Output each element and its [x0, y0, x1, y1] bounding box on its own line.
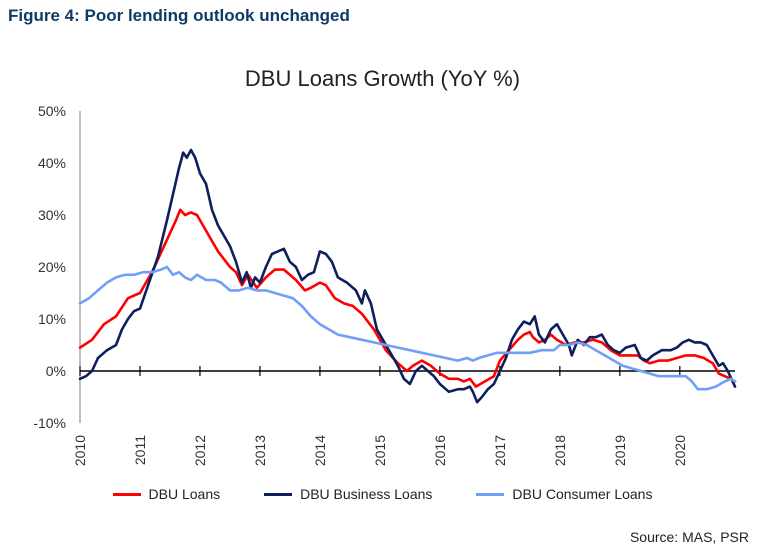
chart-title: DBU Loans Growth (YoY %)	[244, 66, 521, 91]
chart-axes: 50% 40% 30% 20% 10% 0% -10% 2010 2011 2012 2013 201…	[33, 103, 735, 466]
y-tick-label: 50%	[38, 103, 66, 119]
y-tick-label: 40%	[38, 155, 66, 171]
x-tick-label: 2019	[612, 435, 628, 466]
x-tick-label: 2018	[552, 435, 568, 466]
x-tick-label: 2015	[372, 435, 388, 466]
legend-label-dbu-consumer-loans: DBU Consumer Loans	[512, 486, 653, 502]
legend-item-dbu-consumer-loans: DBU Consumer Loans	[476, 486, 652, 502]
legend-item-dbu-business-loans: DBU Business Loans	[264, 486, 432, 502]
legend-swatch-dbu-loans	[112, 492, 141, 496]
legend-label-dbu-business-loans: DBU Business Loans	[300, 486, 433, 502]
x-tick-label: 2012	[192, 435, 208, 466]
y-tick-label: 0%	[46, 363, 66, 379]
chart-legend: DBU Loans DBU Business Loans DBU Consume…	[0, 486, 765, 502]
x-tick-label: 2016	[432, 435, 448, 466]
x-tick-label: 2013	[252, 435, 268, 466]
x-tick-label: 2020	[672, 435, 688, 466]
y-tick-label: 10%	[38, 311, 66, 327]
x-tick-label: 2011	[132, 435, 148, 465]
legend-item-dbu-loans: DBU Loans	[112, 486, 221, 502]
series-line-dbu-business-loans	[78, 148, 737, 404]
x-tick-label: 2017	[492, 435, 508, 466]
chart-series	[78, 148, 737, 404]
legend-swatch-dbu-consumer-loans	[476, 492, 505, 496]
series-line-dbu-loans	[78, 208, 737, 388]
series-line-dbu-consumer-loans	[78, 265, 737, 391]
legend-swatch-dbu-business-loans	[264, 492, 293, 496]
y-tick-label: 20%	[38, 259, 66, 275]
y-tick-label: -10%	[33, 415, 66, 431]
figure-heading: Figure 4: Poor lending outlook unchanged	[8, 6, 350, 25]
x-tick-label: 2010	[72, 435, 88, 466]
y-tick-label: 30%	[38, 207, 66, 223]
source-note: Source: MAS, PSR	[629, 529, 749, 545]
x-tick-label: 2014	[312, 435, 328, 466]
legend-label-dbu-loans: DBU Loans	[148, 486, 221, 502]
